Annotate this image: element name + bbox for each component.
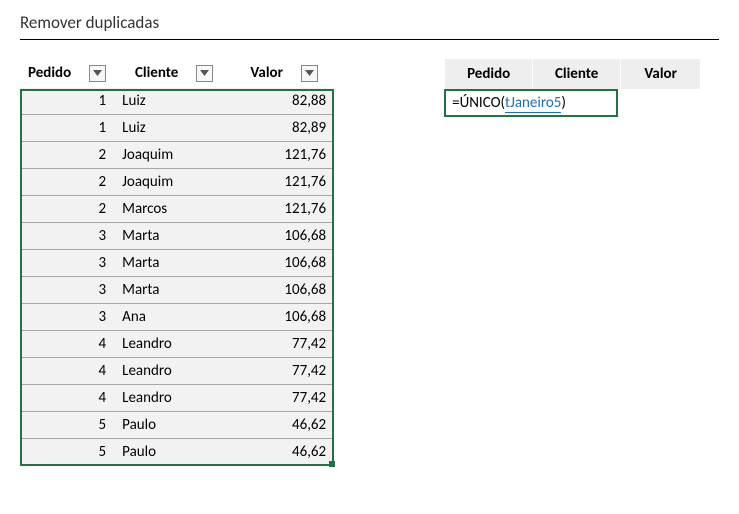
- cell-pedido[interactable]: 4: [20, 331, 114, 358]
- cell-valor[interactable]: 46,62: [234, 412, 334, 439]
- cell-pedido[interactable]: 2: [20, 142, 114, 169]
- cell-pedido[interactable]: 3: [20, 223, 114, 250]
- cell-valor[interactable]: 106,68: [234, 304, 334, 331]
- table-row[interactable]: 3Marta106,68: [20, 223, 334, 250]
- cell-cliente[interactable]: Joaquim: [114, 142, 234, 169]
- cell-cliente[interactable]: Marta: [114, 277, 234, 304]
- table-row[interactable]: 5Paulo46,62: [20, 412, 334, 439]
- cell-pedido[interactable]: 5: [20, 439, 114, 466]
- cell-pedido[interactable]: 1: [20, 115, 114, 142]
- formula-input-cell[interactable]: =ÚNICO(tJaneiro5): [444, 89, 618, 117]
- filter-dropdown-icon[interactable]: [301, 65, 318, 82]
- header-label: Cliente: [135, 64, 178, 82]
- table-row[interactable]: 1Luiz82,89: [20, 115, 334, 142]
- cell-pedido[interactable]: 4: [20, 358, 114, 385]
- cell-cliente[interactable]: Paulo: [114, 412, 234, 439]
- result-col-valor[interactable]: Valor: [621, 59, 701, 90]
- cell-cliente[interactable]: Marcos: [114, 196, 234, 223]
- cell-valor[interactable]: 121,76: [234, 196, 334, 223]
- result-col-pedido[interactable]: Pedido: [445, 59, 533, 90]
- col-header-cliente[interactable]: Cliente: [114, 58, 234, 88]
- cell-valor[interactable]: 46,62: [234, 439, 334, 466]
- table-row[interactable]: 4Leandro77,42: [20, 385, 334, 412]
- cell-valor[interactable]: 121,76: [234, 142, 334, 169]
- filter-dropdown-icon[interactable]: [196, 65, 213, 82]
- cell-valor[interactable]: 77,42: [234, 358, 334, 385]
- header-label: Pedido: [28, 64, 71, 82]
- cell-pedido[interactable]: 5: [20, 412, 114, 439]
- cell-valor[interactable]: 82,89: [234, 115, 334, 142]
- cell-pedido[interactable]: 3: [20, 304, 114, 331]
- cell-pedido[interactable]: 3: [20, 250, 114, 277]
- col-header-valor[interactable]: Valor: [234, 58, 334, 88]
- filter-dropdown-icon[interactable]: [89, 65, 106, 82]
- table-row[interactable]: 2Marcos121,76: [20, 196, 334, 223]
- formula-prefix: =ÚNICO(: [452, 94, 505, 112]
- result-table-header: Pedido Cliente Valor: [444, 58, 701, 90]
- cell-pedido[interactable]: 2: [20, 169, 114, 196]
- table-row[interactable]: 3Marta106,68: [20, 250, 334, 277]
- formula-suffix: ): [561, 94, 566, 112]
- source-table[interactable]: Pedido Cliente: [20, 58, 334, 466]
- cell-cliente[interactable]: Leandro: [114, 385, 234, 412]
- content-area: Pedido Cliente: [20, 58, 719, 466]
- table-row[interactable]: 2Joaquim121,76: [20, 142, 334, 169]
- cell-valor[interactable]: 106,68: [234, 277, 334, 304]
- table-row[interactable]: 1Luiz82,88: [20, 88, 334, 115]
- cell-cliente[interactable]: Ana: [114, 304, 234, 331]
- cell-cliente[interactable]: Marta: [114, 223, 234, 250]
- table-row[interactable]: 4Leandro77,42: [20, 358, 334, 385]
- cell-cliente[interactable]: Leandro: [114, 331, 234, 358]
- right-area: Pedido Cliente Valor =ÚNICO(tJaneiro5): [444, 58, 701, 117]
- cell-valor[interactable]: 77,42: [234, 385, 334, 412]
- cell-pedido[interactable]: 4: [20, 385, 114, 412]
- cell-pedido[interactable]: 3: [20, 277, 114, 304]
- cell-valor[interactable]: 106,68: [234, 250, 334, 277]
- cell-cliente[interactable]: Luiz: [114, 88, 234, 115]
- left-table-wrap: Pedido Cliente: [20, 58, 334, 466]
- cell-cliente[interactable]: Luiz: [114, 115, 234, 142]
- cell-cliente[interactable]: Joaquim: [114, 169, 234, 196]
- table-row[interactable]: 3Ana106,68: [20, 304, 334, 331]
- cell-valor[interactable]: 82,88: [234, 88, 334, 115]
- cell-cliente[interactable]: Marta: [114, 250, 234, 277]
- cell-valor[interactable]: 106,68: [234, 223, 334, 250]
- cell-cliente[interactable]: Paulo: [114, 439, 234, 466]
- page-title: Remover duplicadas: [20, 8, 719, 40]
- result-col-cliente[interactable]: Cliente: [533, 59, 621, 90]
- header-label: Valor: [250, 64, 283, 82]
- cell-valor[interactable]: 121,76: [234, 169, 334, 196]
- table-row[interactable]: 4Leandro77,42: [20, 331, 334, 358]
- cell-valor[interactable]: 77,42: [234, 331, 334, 358]
- cell-pedido[interactable]: 1: [20, 88, 114, 115]
- cell-pedido[interactable]: 2: [20, 196, 114, 223]
- cell-cliente[interactable]: Leandro: [114, 358, 234, 385]
- source-table-body: 1Luiz82,881Luiz82,892Joaquim121,762Joaqu…: [20, 88, 334, 466]
- col-header-pedido[interactable]: Pedido: [20, 58, 114, 88]
- table-row[interactable]: 2Joaquim121,76: [20, 169, 334, 196]
- formula-reference: tJaneiro5: [505, 94, 561, 113]
- table-row[interactable]: 3Marta106,68: [20, 277, 334, 304]
- table-row[interactable]: 5Paulo46,62: [20, 439, 334, 466]
